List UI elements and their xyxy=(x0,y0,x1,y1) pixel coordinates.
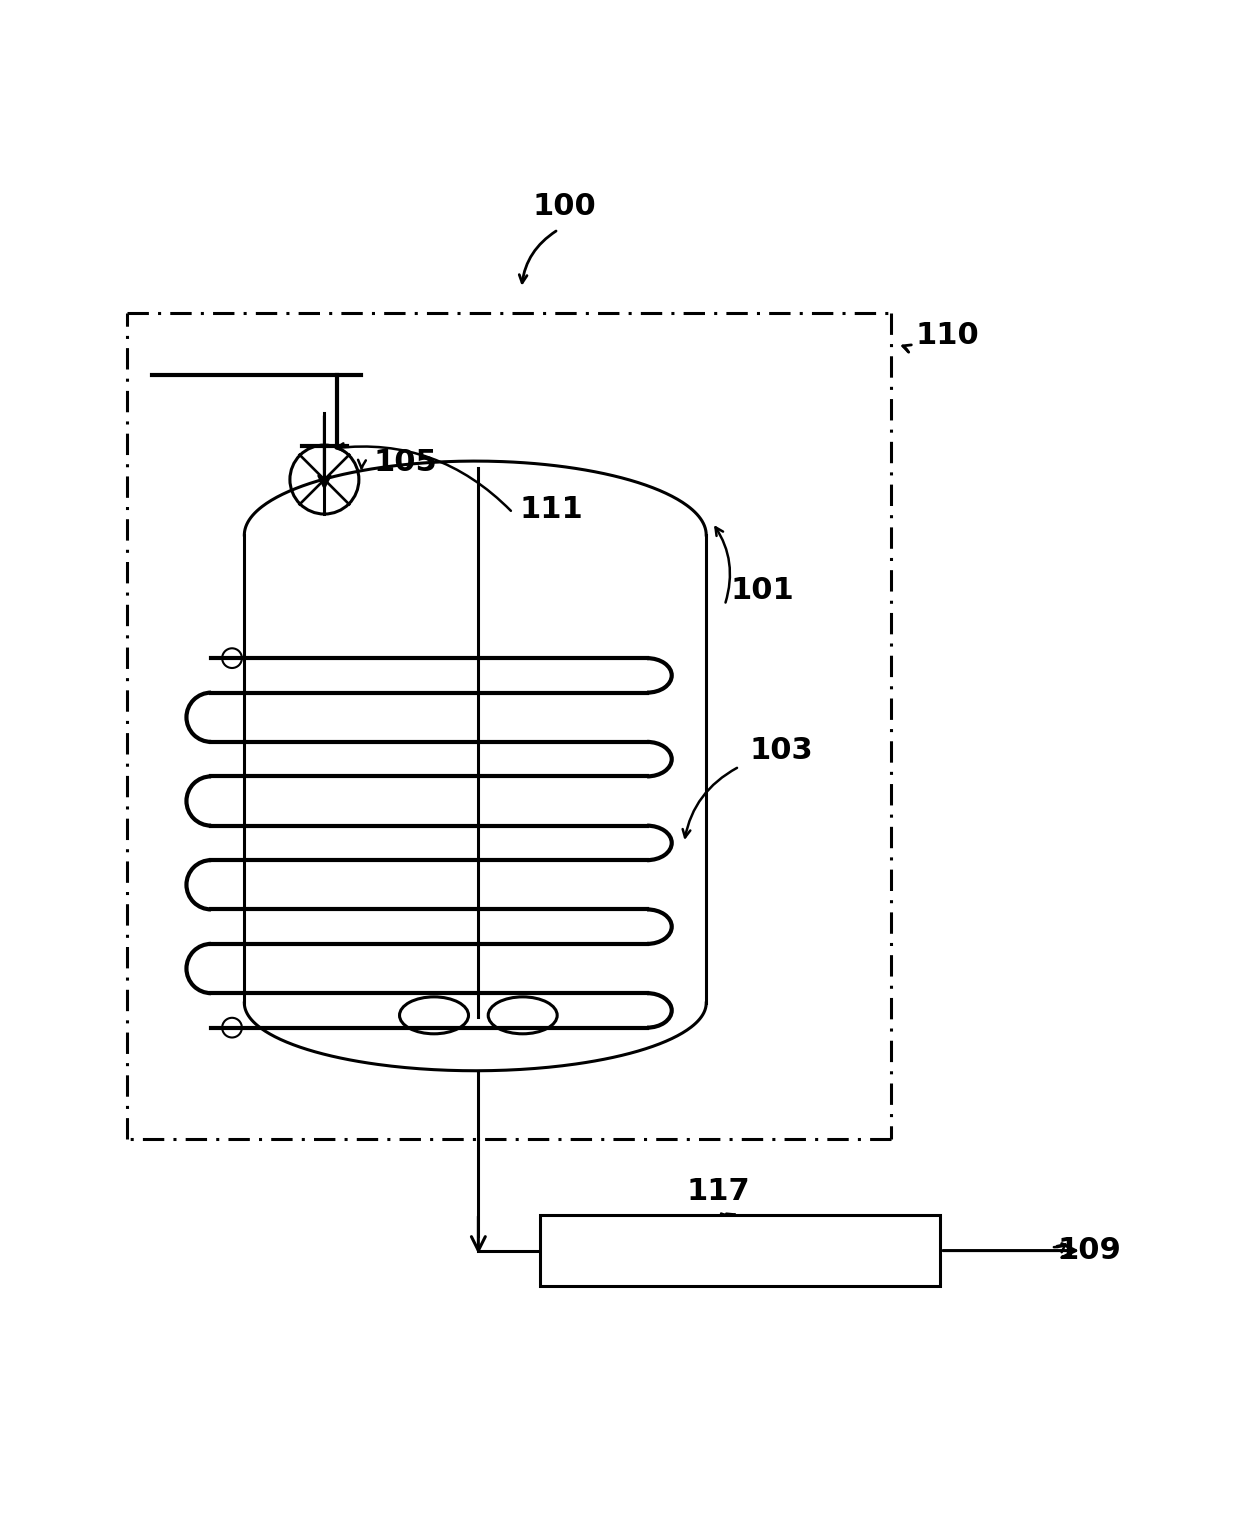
FancyArrowPatch shape xyxy=(336,443,511,511)
Text: 105: 105 xyxy=(373,448,438,477)
Text: 110: 110 xyxy=(915,321,980,351)
Text: 117: 117 xyxy=(687,1177,750,1206)
Text: 103: 103 xyxy=(749,737,813,764)
Bar xyxy=(539,1215,940,1286)
FancyArrowPatch shape xyxy=(903,345,911,352)
Text: 100: 100 xyxy=(533,192,596,221)
FancyArrowPatch shape xyxy=(722,1213,735,1221)
Text: 111: 111 xyxy=(520,495,583,524)
FancyArrowPatch shape xyxy=(683,767,737,837)
FancyArrowPatch shape xyxy=(520,231,556,283)
FancyArrowPatch shape xyxy=(358,460,366,468)
FancyArrowPatch shape xyxy=(715,528,730,603)
FancyArrowPatch shape xyxy=(1054,1244,1065,1252)
Text: 109: 109 xyxy=(1058,1237,1121,1266)
Text: 101: 101 xyxy=(730,577,795,604)
